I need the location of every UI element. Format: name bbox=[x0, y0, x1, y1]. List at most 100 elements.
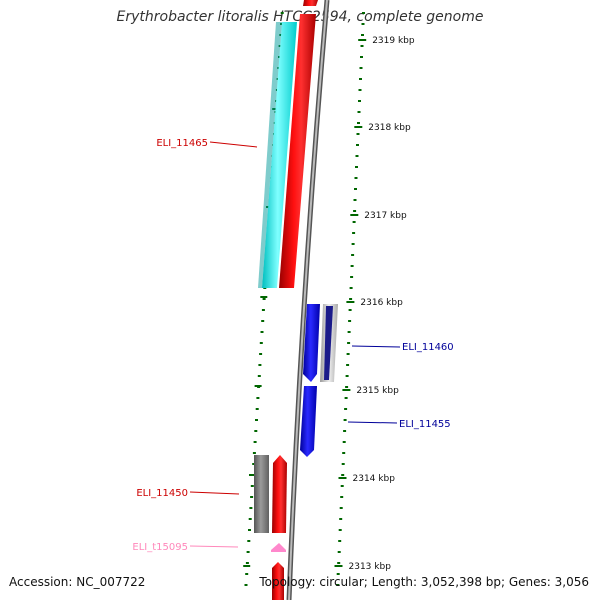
tick-dot-left bbox=[255, 419, 258, 421]
tick-dot-right bbox=[341, 474, 345, 476]
callout-eli-11450 bbox=[189, 491, 240, 495]
tick-dot-right bbox=[345, 375, 349, 377]
tick-dot-left bbox=[252, 463, 256, 465]
tick-dot-right bbox=[359, 78, 362, 80]
gene-label-eli-11450[interactable]: ELI_11450 bbox=[136, 488, 188, 499]
tick-dot-right bbox=[361, 34, 364, 36]
tick-dot-right bbox=[358, 100, 361, 102]
major-tick-left bbox=[254, 385, 262, 387]
gene-eli-11460[interactable] bbox=[303, 304, 320, 382]
kbp-tick bbox=[342, 389, 351, 391]
gene-red-long[interactable] bbox=[279, 14, 316, 288]
gene-red-top bbox=[303, 0, 318, 6]
gene-eli-t15095[interactable] bbox=[271, 543, 286, 552]
tick-dot-right bbox=[339, 507, 343, 509]
tick-dot-right bbox=[343, 419, 347, 421]
tick-dot-right bbox=[351, 243, 355, 245]
tick-dot-left bbox=[258, 364, 262, 366]
gene-label-eli-11460[interactable]: ELI_11460 bbox=[402, 342, 454, 353]
kbp-label: 2313 kbp bbox=[349, 562, 392, 572]
tick-dot-left bbox=[259, 342, 263, 344]
gene-eli-11460-inner bbox=[324, 306, 333, 380]
kbp-tick bbox=[334, 565, 343, 567]
tick-dot-left bbox=[244, 584, 248, 586]
major-tick-left bbox=[249, 474, 256, 476]
tick-dot-right bbox=[359, 67, 363, 69]
tick-dot-right bbox=[347, 342, 351, 344]
kbp-label: 2314 kbp bbox=[353, 474, 396, 484]
kbp-tick bbox=[346, 301, 355, 303]
kbp-label: 2318 kbp bbox=[368, 123, 411, 133]
tick-dot-right bbox=[342, 452, 346, 454]
tick-dot-right bbox=[355, 155, 359, 157]
tick-dot-right bbox=[336, 584, 340, 586]
gene-label-eli-11455[interactable]: ELI_11455 bbox=[399, 419, 451, 430]
tick-dot-right bbox=[346, 353, 350, 355]
tick-dot-right bbox=[337, 551, 341, 553]
tick-dot-right bbox=[358, 89, 362, 91]
callout-eli-t15095 bbox=[189, 545, 239, 548]
tick-dot-left bbox=[261, 320, 265, 322]
tick-dot-right bbox=[350, 265, 354, 267]
kbp-tick bbox=[350, 214, 359, 216]
tick-dot-left bbox=[254, 430, 258, 432]
tick-dot-right bbox=[354, 188, 357, 190]
gene-eli-11465-cyan-edge bbox=[258, 22, 282, 288]
tick-dot-right bbox=[361, 23, 365, 25]
tick-dot-left bbox=[256, 397, 260, 399]
kbp-label: 2315 kbp bbox=[356, 386, 399, 396]
tick-dot-left bbox=[252, 452, 256, 454]
tick-dot-right bbox=[348, 320, 352, 322]
tick-dot-left bbox=[262, 298, 266, 300]
scale-ticks: 2319 kbp 2318 kbp 2317 kbp 2316 kbp 2315 kbp… bbox=[334, 36, 415, 572]
tick-dot-right bbox=[339, 518, 343, 520]
tick-dot-right bbox=[341, 463, 345, 465]
tick-dot-right bbox=[351, 254, 355, 256]
tick-dot-right bbox=[357, 111, 361, 113]
gene-label-eli-t15095[interactable]: ELI_t15095 bbox=[132, 542, 188, 553]
tick-dot-right bbox=[352, 232, 356, 234]
tick-dot-left bbox=[260, 331, 264, 333]
tick-dot-left bbox=[253, 441, 257, 443]
gene-eli-11455[interactable] bbox=[300, 386, 317, 457]
tick-dot-left bbox=[280, 12, 284, 14]
tick-dot-right bbox=[338, 529, 342, 531]
kbp-tick bbox=[338, 477, 347, 479]
tick-dot-right bbox=[340, 496, 344, 498]
tick-dot-right bbox=[342, 441, 346, 443]
gene-label-eli-11465[interactable]: ELI_11465 bbox=[156, 138, 208, 149]
tick-dot-right bbox=[344, 397, 348, 399]
tick-dot-right bbox=[355, 166, 358, 168]
gene-eli-11450[interactable] bbox=[272, 455, 287, 533]
gene-red-bottom[interactable] bbox=[272, 562, 284, 600]
tick-dot-right bbox=[353, 210, 357, 212]
tick-dot-left bbox=[250, 496, 254, 498]
tick-dot-right bbox=[353, 199, 357, 201]
tick-dot-right bbox=[349, 287, 353, 289]
kbp-label: 2319 kbp bbox=[372, 36, 415, 46]
tick-dot-left bbox=[245, 573, 249, 575]
genome-backbone-highlight bbox=[288, 0, 328, 600]
tick-dot-right bbox=[360, 56, 363, 58]
tick-dot-left bbox=[261, 309, 265, 311]
tick-dot-right bbox=[352, 221, 356, 223]
tick-dot-right bbox=[336, 573, 340, 575]
topology-text: Topology: circular; Length: 3,052,398 bp… bbox=[259, 575, 589, 589]
tick-dot-right bbox=[360, 45, 364, 47]
kbp-tick bbox=[354, 126, 363, 128]
tick-dot-right bbox=[357, 122, 360, 124]
gene-eli-11450-grey[interactable] bbox=[254, 455, 269, 533]
major-tick-left bbox=[243, 565, 251, 567]
tick-dot-left bbox=[259, 353, 263, 355]
tick-dot-right bbox=[340, 485, 344, 487]
kbp-tick bbox=[358, 39, 367, 41]
tick-dot-left bbox=[245, 562, 249, 564]
gene-eli-11465-cyan[interactable] bbox=[262, 22, 297, 288]
tick-dot-right bbox=[350, 276, 354, 278]
tick-dot-left bbox=[249, 507, 253, 509]
tick-dot-right bbox=[356, 144, 359, 146]
tick-dot-left bbox=[248, 529, 251, 531]
callout-eli-11465 bbox=[209, 141, 258, 148]
tick-dot-right bbox=[356, 133, 360, 135]
